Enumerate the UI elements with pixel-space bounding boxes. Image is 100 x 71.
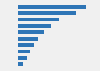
- Bar: [18, 11, 76, 15]
- Bar: [18, 50, 30, 53]
- Bar: [18, 56, 27, 60]
- Bar: [18, 43, 34, 47]
- Bar: [18, 24, 51, 28]
- Bar: [18, 37, 38, 41]
- Bar: [18, 5, 86, 9]
- Bar: [18, 62, 23, 66]
- Bar: [18, 18, 59, 21]
- Bar: [18, 30, 44, 34]
